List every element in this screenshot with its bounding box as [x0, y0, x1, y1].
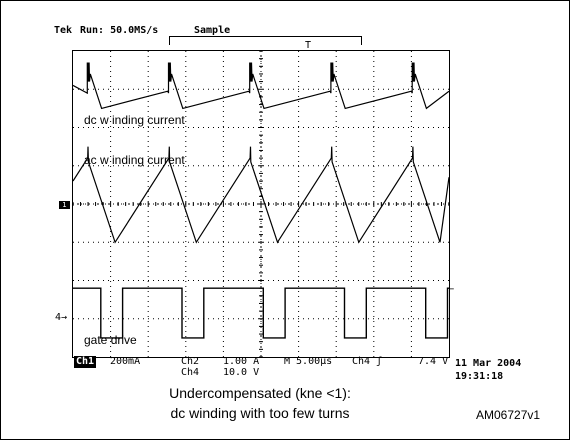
- ch1-scale: 200mA: [110, 356, 141, 367]
- caption-line-1: Undercompensated (kne <1):: [0, 385, 520, 401]
- trigger-position-bracket: [169, 36, 362, 45]
- acquisition-mode: Sample: [194, 25, 231, 36]
- trigger-marker: T: [305, 40, 312, 51]
- waveforms: [72, 62, 450, 339]
- capture-date: 11 Mar 2004: [455, 358, 522, 369]
- ch4-scale: 10.0 V: [223, 367, 260, 378]
- trigger-level: 7.4 V: [418, 356, 449, 367]
- scope-screen: [72, 50, 450, 358]
- dc-trace-label: dc w inding current: [84, 113, 185, 127]
- brand-label: Tek: [54, 25, 73, 36]
- caption-line-1-text: Undercompensated (kne <1):: [169, 385, 351, 401]
- ch1-ground-marker: 1: [59, 201, 70, 209]
- ac-winding-current-trace: [72, 146, 450, 244]
- trigger-source: Ch4 ʃ: [352, 356, 383, 367]
- ch2-label: Ch2: [181, 356, 200, 367]
- timebase: M 5.00µs: [284, 356, 333, 367]
- capture-time: 19:31:18: [455, 371, 504, 382]
- scope-waveforms: [72, 50, 450, 358]
- graticule: [72, 50, 450, 358]
- gate-drive-trace: [73, 287, 449, 339]
- dc-winding-current-trace: [72, 62, 450, 110]
- ch1-badge: Ch1: [74, 356, 97, 368]
- figure-code: AM06727v1: [476, 408, 541, 422]
- ac-trace-label: ac w inding current: [84, 153, 185, 167]
- gate-trace-label: gate drive: [84, 333, 137, 347]
- run-status: Run: 50.0MS/s: [80, 25, 159, 36]
- ch2-scale: 1.00 A: [223, 356, 260, 367]
- caption-line-2: dc winding with too few turns: [170, 405, 350, 421]
- ch4-label: Ch4: [181, 367, 200, 378]
- ch4-ground-marker: 4→: [55, 312, 68, 323]
- trigger-level-arrow: ←: [446, 284, 455, 295]
